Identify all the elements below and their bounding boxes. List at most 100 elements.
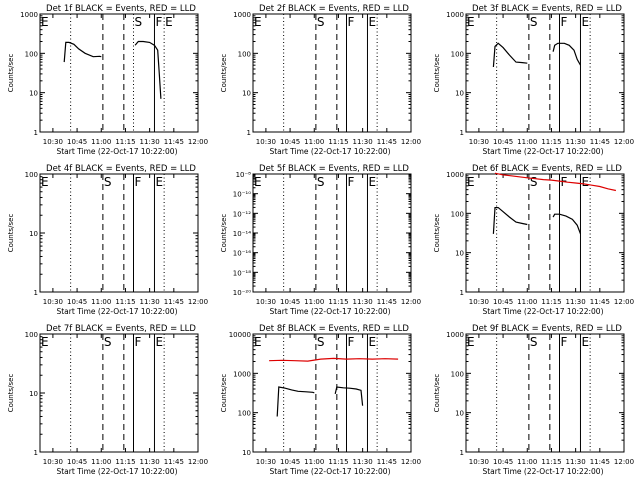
y-tick-label: 100 — [25, 171, 38, 179]
x-tick-label: 11:45 — [377, 458, 397, 466]
event-marker-label: E — [581, 15, 589, 29]
x-tick-label: 11:00 — [91, 298, 111, 306]
x-axis-label: Start Time (22-Oct-17 10:22:00) — [482, 467, 603, 476]
x-tick-label: 10:30 — [43, 458, 63, 466]
x-tick-label: 12:00 — [401, 138, 421, 146]
x-axis-label: Start Time (22-Oct-17 10:22:00) — [56, 307, 177, 316]
x-tick-label: 10:45 — [493, 458, 513, 466]
x-tick-label: 10:45 — [493, 298, 513, 306]
panel-4: Det 4f BLACK = Events, RED = LLD Counts/s… — [7, 164, 208, 316]
x-tick-label: 11:00 — [91, 458, 111, 466]
x-tick-label: 10:45 — [280, 138, 300, 146]
x-tick-label: 12:00 — [614, 138, 634, 146]
plot-frame — [252, 13, 412, 133]
x-tick-label: 11:30 — [140, 458, 160, 466]
y-axis-label: Counts/sec — [433, 214, 441, 253]
event-marker-label: F — [561, 335, 568, 349]
y-tick-label: 1000 — [446, 11, 464, 19]
y-axis-label: Counts/sec — [7, 54, 15, 93]
panel-3: Det 3f BLACK = Events, RED = LLD Counts/s… — [433, 4, 634, 156]
panel-title: Det 5f BLACK = Events, RED = LLD — [259, 164, 409, 174]
x-tick-label: 10:30 — [43, 138, 63, 146]
x-tick-label: 11:15 — [541, 458, 561, 466]
plot-frame — [39, 13, 199, 133]
y-tick-label: 1 — [34, 129, 38, 137]
x-tick-label: 11:30 — [566, 298, 586, 306]
x-tick-label: 11:00 — [517, 298, 537, 306]
y-tick-label: 1 — [34, 449, 38, 457]
y-tick-label: 10 — [455, 410, 464, 418]
y-tick-label: 1000 — [446, 171, 464, 179]
y-tick-label: 10⁻¹⁸ — [233, 269, 251, 277]
event-marker-label: S — [317, 335, 325, 349]
x-tick-label: 12:00 — [188, 458, 208, 466]
event-marker-label: S — [530, 175, 538, 189]
y-tick-label: 1000 — [446, 331, 464, 339]
y-tick-label: 1000 — [233, 370, 251, 378]
x-tick-label: 10:30 — [469, 298, 489, 306]
y-tick-label: 100 — [451, 210, 464, 218]
series-line — [63, 41, 102, 63]
event-marker-label: E — [165, 15, 173, 29]
x-tick-label: 11:15 — [541, 138, 561, 146]
x-tick-label: 10:30 — [256, 458, 276, 466]
event-marker-label: E — [254, 175, 262, 189]
x-tick-label: 10:30 — [256, 138, 276, 146]
y-tick-label: 10 — [29, 230, 38, 238]
x-axis-label: Start Time (22-Oct-17 10:22:00) — [269, 307, 390, 316]
event-marker-label: S — [317, 175, 325, 189]
event-marker-label: E — [41, 175, 49, 189]
x-tick-label: 10:30 — [256, 298, 276, 306]
event-marker-label: E — [581, 175, 589, 189]
panel-title: Det 1f BLACK = Events, RED = LLD — [46, 4, 196, 14]
x-tick-label: 11:45 — [377, 138, 397, 146]
x-tick-label: 11:15 — [115, 138, 135, 146]
panel-title: Det 4f BLACK = Events, RED = LLD — [46, 164, 196, 174]
y-axis-label: Counts/sec — [433, 374, 441, 413]
y-axis-label: Counts/sec — [220, 214, 228, 253]
event-marker-label: F — [561, 15, 568, 29]
x-tick-label: 11:45 — [590, 138, 610, 146]
y-tick-label: 100 — [25, 331, 38, 339]
event-marker-label: E — [581, 335, 589, 349]
y-tick-label: 1 — [460, 129, 464, 137]
plot-frame — [39, 173, 199, 293]
x-tick-label: 11:30 — [566, 138, 586, 146]
y-tick-label: 10 — [242, 90, 251, 98]
x-tick-label: 12:00 — [188, 298, 208, 306]
y-tick-label: 100 — [238, 50, 251, 58]
series-line — [494, 172, 617, 192]
x-tick-label: 12:00 — [614, 458, 634, 466]
x-tick-label: 11:45 — [164, 298, 184, 306]
x-tick-label: 11:45 — [377, 298, 397, 306]
panel-title: Det 2f BLACK = Events, RED = LLD — [259, 4, 409, 14]
series-line — [334, 386, 364, 406]
event-marker-label: F — [155, 15, 162, 29]
y-tick-label: 100 — [238, 410, 251, 418]
y-tick-label: 1000 — [20, 11, 38, 19]
event-marker-label: E — [368, 15, 376, 29]
y-tick-label: 100 — [25, 50, 38, 58]
y-tick-label: 10 — [455, 90, 464, 98]
event-marker-label: E — [467, 335, 475, 349]
event-marker-label: E — [467, 15, 475, 29]
series-line — [492, 207, 528, 234]
y-axis-label: Counts/sec — [220, 374, 228, 413]
x-tick-label: 11:15 — [115, 458, 135, 466]
event-marker-label: E — [254, 335, 262, 349]
event-marker-label: E — [155, 335, 163, 349]
panel-8: Det 8f BLACK = Events, RED = LLD Counts/s… — [220, 324, 421, 476]
x-axis-label: Start Time (22-Oct-17 10:22:00) — [56, 147, 177, 156]
series-line — [552, 42, 582, 66]
y-tick-label: 10⁻¹⁶ — [233, 250, 251, 258]
event-marker-label: S — [104, 175, 112, 189]
event-marker-label: E — [467, 175, 475, 189]
x-tick-label: 11:15 — [328, 138, 348, 146]
x-tick-label: 10:30 — [469, 458, 489, 466]
series-line — [492, 42, 528, 68]
y-tick-label: 1 — [34, 289, 38, 297]
x-tick-label: 12:00 — [614, 298, 634, 306]
x-tick-label: 11:45 — [164, 458, 184, 466]
y-tick-label: 100 — [451, 50, 464, 58]
x-tick-label: 11:30 — [353, 458, 373, 466]
